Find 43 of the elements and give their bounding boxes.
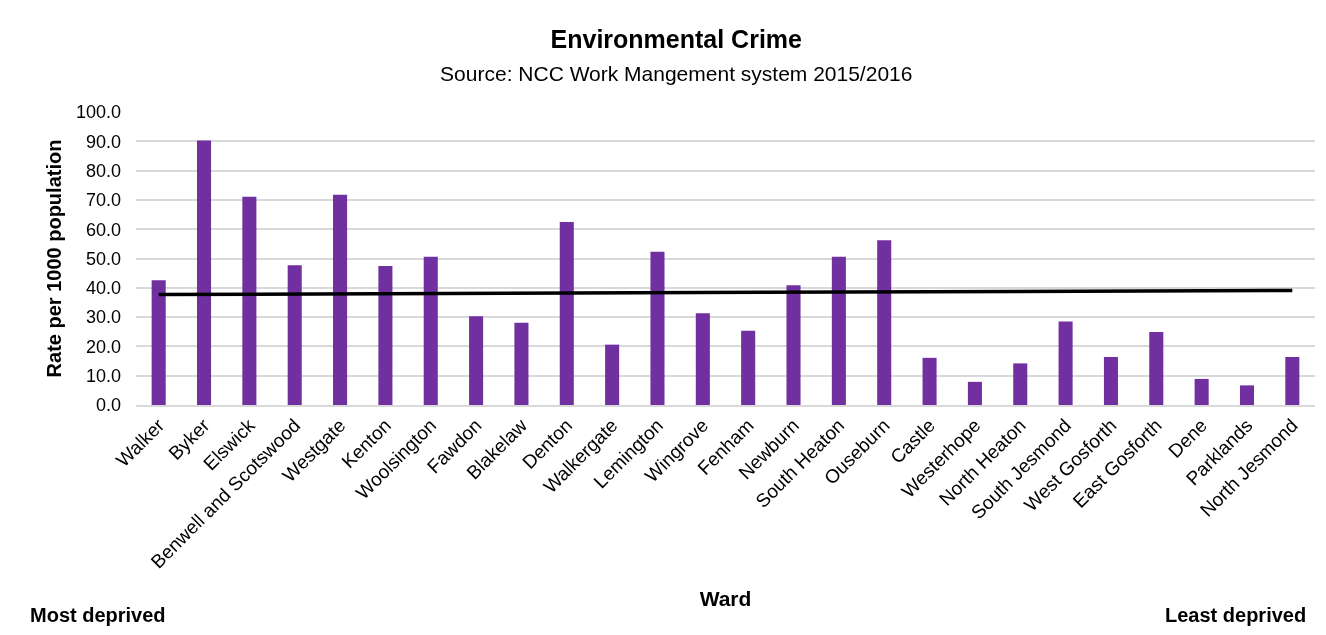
- bar: [287, 265, 302, 405]
- bar: [469, 316, 484, 405]
- bar: [650, 251, 665, 405]
- bar: [423, 256, 438, 405]
- y-tick-label: 50.0: [85, 248, 121, 269]
- y-tick-label: 20.0: [85, 336, 121, 357]
- bar: [1149, 332, 1164, 405]
- y-tick-label: 10.0: [85, 366, 121, 386]
- bar: [1103, 356, 1118, 405]
- x-axis-title: Ward: [699, 586, 752, 610]
- bar: [196, 140, 212, 405]
- bar: [922, 357, 937, 405]
- chart-title: Environmental Crime: [550, 25, 803, 53]
- y-axis-title: Rate per 1000 population: [43, 139, 66, 378]
- bar: [967, 381, 982, 405]
- bar: [877, 240, 892, 405]
- y-tick-label: 60.0: [85, 219, 121, 240]
- bar: [1058, 321, 1073, 405]
- bar: [514, 322, 529, 405]
- bar: [333, 194, 348, 405]
- y-tick-label: 70.0: [85, 190, 121, 211]
- y-tick-label: 100.0: [75, 102, 121, 123]
- bar: [378, 266, 393, 405]
- bar: [1239, 385, 1255, 405]
- y-tick-label: 90.0: [85, 131, 121, 152]
- bar: [1285, 356, 1300, 405]
- bar: [786, 285, 801, 405]
- text: Least deprived: [1165, 604, 1307, 626]
- bar: [559, 221, 574, 405]
- y-tick-label: 80.0: [85, 160, 121, 181]
- y-tick-label: 40.0: [85, 278, 121, 299]
- bar: [1013, 363, 1028, 405]
- bar: [1194, 378, 1209, 405]
- y-tick-label: 0.0: [95, 395, 121, 416]
- bar: [605, 344, 620, 405]
- y-tick-label: 30.0: [85, 307, 121, 328]
- bar: [695, 313, 710, 405]
- bar: [831, 256, 846, 405]
- bar: [741, 330, 756, 405]
- chart-subtitle: Source: NCC Work Mangement system 2015/2016: [440, 61, 913, 85]
- bar: [242, 196, 257, 405]
- bar: [151, 280, 166, 405]
- text: Most deprived: [30, 604, 166, 626]
